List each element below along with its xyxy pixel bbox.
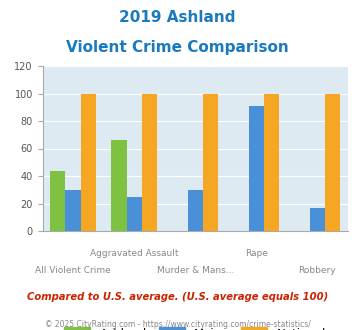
Text: Compared to U.S. average. (U.S. average equals 100): Compared to U.S. average. (U.S. average … [27,292,328,302]
Bar [66,190,81,231]
Text: Violent Crime Comparison: Violent Crime Comparison [66,40,289,54]
Legend: Ashland, Maine, National: Ashland, Maine, National [60,323,331,330]
Bar [81,93,96,231]
Bar [50,171,66,231]
Bar [203,93,218,231]
Text: Robbery: Robbery [299,266,336,275]
Bar [188,190,203,231]
Bar [310,208,325,231]
Text: Aggravated Assault: Aggravated Assault [90,249,179,258]
Bar [142,93,157,231]
Bar [248,106,264,231]
Bar [111,140,126,231]
Text: Rape: Rape [245,249,268,258]
Text: Murder & Mans...: Murder & Mans... [157,266,234,275]
Text: 2019 Ashland: 2019 Ashland [119,10,236,25]
Text: © 2025 CityRating.com - https://www.cityrating.com/crime-statistics/: © 2025 CityRating.com - https://www.city… [45,320,310,329]
Bar [126,197,142,231]
Bar [264,93,279,231]
Bar [325,93,340,231]
Text: All Violent Crime: All Violent Crime [35,266,111,275]
